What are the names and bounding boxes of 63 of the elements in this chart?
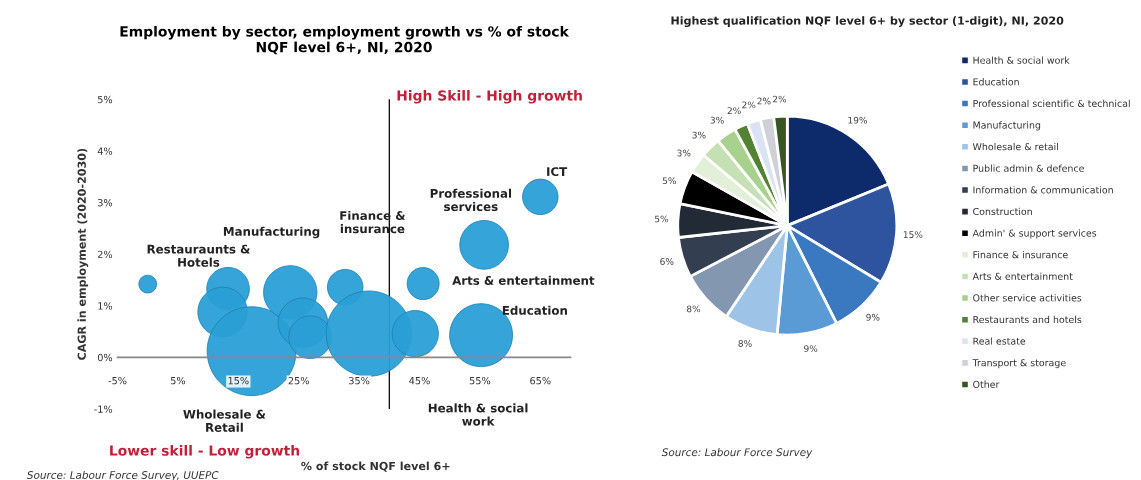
- legend-label: Real estate: [973, 337, 1026, 345]
- data-label: 5%: [655, 215, 669, 223]
- chart-title: Highest qualification NQF level 6+ by sector (1-digit), NI, 2020: [671, 16, 1064, 28]
- data-label: 9%: [866, 313, 880, 321]
- data-label: 6%: [660, 258, 674, 265]
- legend-label: Other: [973, 380, 1000, 388]
- annotation: Arts & entertainment: [452, 275, 595, 285]
- source-note: Source: Labour Force Survey: [661, 448, 813, 459]
- data-label: 2%: [772, 95, 787, 103]
- y-tick-label: 1%: [98, 302, 113, 310]
- annotation: Manufacturing: [223, 226, 320, 239]
- y-tick-label: 0%: [97, 353, 113, 362]
- legend-label: Arts & entertainment: [972, 272, 1073, 280]
- legend-label: Health & social work: [973, 56, 1070, 64]
- y-tick-label: -1%: [94, 405, 113, 413]
- x-tick-label: 65%: [530, 376, 551, 385]
- y-tick-label: 3%: [97, 199, 113, 207]
- data-label: 8%: [738, 340, 752, 347]
- data-label: 2%: [727, 107, 741, 115]
- data-label: 2%: [757, 97, 771, 105]
- legend-label: Public admin & defence: [973, 164, 1084, 172]
- x-tick-label: 25%: [288, 376, 309, 385]
- data-label: 5%: [662, 177, 676, 185]
- data-label: 19%: [848, 116, 868, 124]
- legend-label: Education: [973, 78, 1019, 86]
- x-tick-label: 5%: [170, 376, 186, 385]
- x-tick-label: 55%: [469, 376, 491, 385]
- annotation: Restauraunts & Hotels: [147, 244, 250, 267]
- data-label: 3%: [677, 149, 691, 157]
- legend-label: Wholesale & retail: [972, 142, 1058, 151]
- data-label: 9%: [804, 345, 818, 352]
- data-label: 3%: [692, 131, 706, 139]
- x-tick-label: 45%: [409, 376, 430, 385]
- source-note: Source: Labour Force Survey, UUEPC: [26, 470, 219, 480]
- legend-label: Finance & insurance: [973, 250, 1068, 259]
- legend-label: Professional scientific & technical: [973, 99, 1130, 108]
- legend-label: Information & communication: [973, 186, 1113, 194]
- legend-label: Transport & storage: [972, 359, 1066, 369]
- y-tick-label: 2%: [97, 250, 113, 258]
- data-label: 8%: [686, 305, 701, 313]
- legend-label: Construction: [973, 207, 1032, 216]
- y-axis-title: CAGR in employment (2020-2030): [77, 148, 89, 360]
- legend-label: Restaurants and hotels: [973, 315, 1082, 324]
- x-tick-label: 15%: [228, 376, 249, 385]
- annotation: Professional services: [430, 188, 512, 212]
- annotation: Health & social work: [428, 403, 528, 426]
- text: Wholesale & Retail: [183, 409, 266, 432]
- data-label: 2%: [742, 101, 756, 109]
- legend-label: Admin' & support services: [972, 229, 1097, 239]
- text: Lower skill - Low growth: [110, 445, 300, 459]
- annotation: ICT: [547, 167, 568, 177]
- x-axis-title: % of stock NQF level 6+: [301, 461, 450, 472]
- x-tick-label: 35%: [349, 376, 370, 385]
- annotation: Education: [502, 305, 567, 315]
- annotation: High Skill - High growth: [397, 90, 582, 104]
- y-tick-label: 4%: [97, 147, 113, 155]
- legend-label: Other service activities: [973, 294, 1082, 302]
- chart-title: Employment by sector, employment growth vs % of stock NQF level 6+, NI, 2020: [120, 25, 570, 55]
- legend-label: Manufacturing: [973, 121, 1041, 131]
- data-label: 15%: [903, 231, 923, 239]
- y-tick-label: 5%: [97, 95, 113, 104]
- data-label: 3%: [710, 116, 724, 124]
- x-tick-label: -5%: [108, 376, 127, 385]
